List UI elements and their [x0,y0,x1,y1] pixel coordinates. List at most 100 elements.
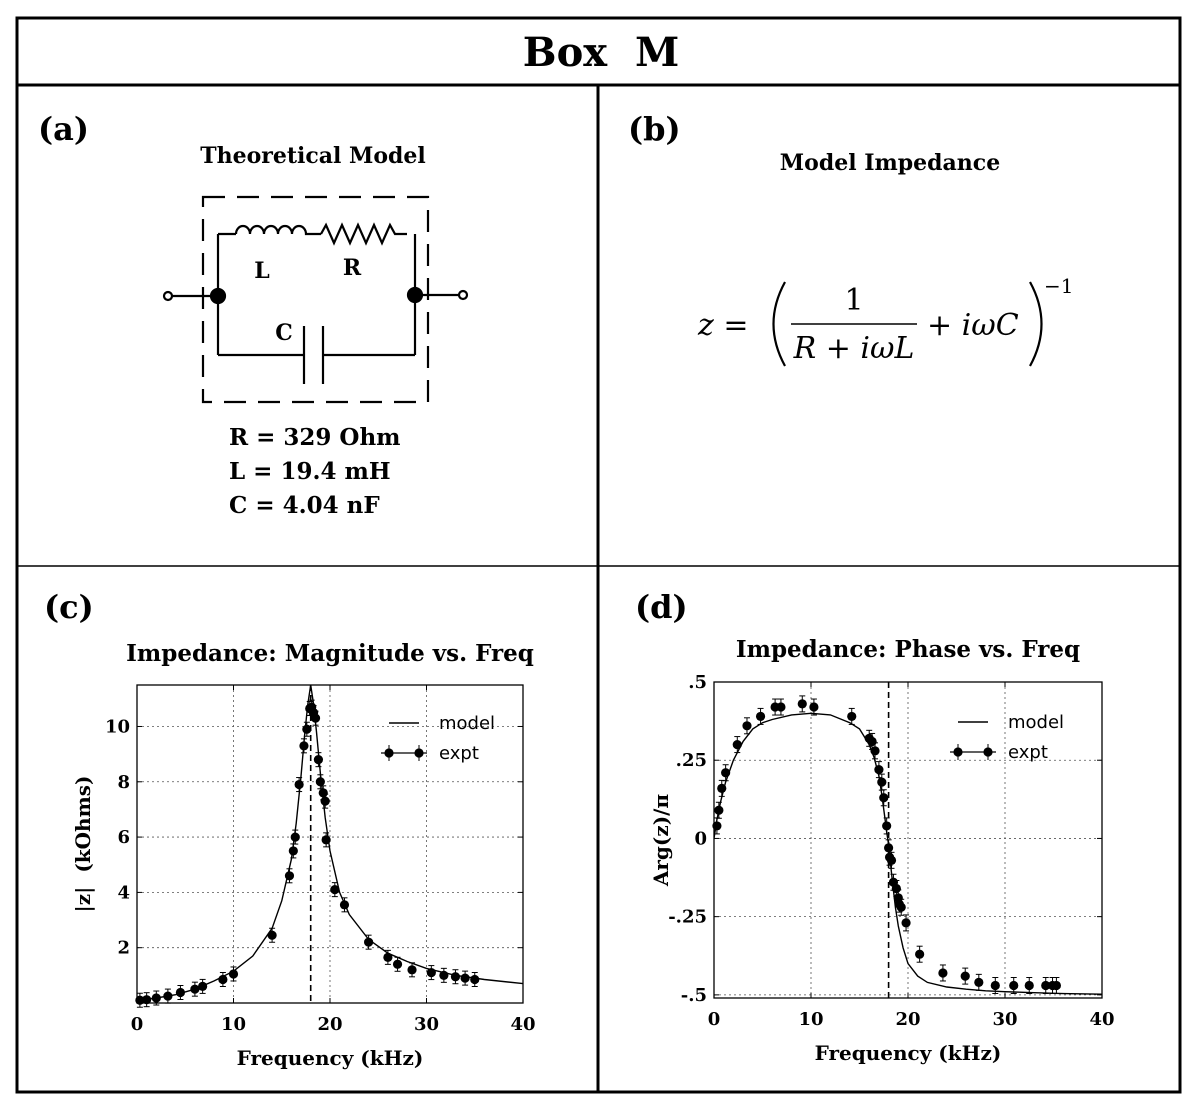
expt-data-point [974,973,984,991]
expt-marker [797,699,807,709]
x-axis-label: Frequency (kHz) [815,1041,1002,1065]
inductor-symbol [234,224,321,236]
resistor-symbol [320,222,407,246]
component-value-r: R = 329 Ohm [229,424,401,451]
expt-marker [288,846,298,856]
expt-marker [284,871,295,881]
expt-data-point [383,949,393,965]
expt-marker [175,987,186,998]
expt-marker [313,755,324,765]
expt-marker [310,713,321,723]
y-tick-label: .25 [676,750,707,771]
x-tick-label: 40 [510,1014,535,1035]
expt-data-point [310,710,321,726]
expt-data-point [938,964,948,982]
y-tick-label: -.5 [681,985,707,1006]
magnitude-chart: Impedance: Magnitude vs. Freq 0 10 20 30 40 2 4… [71,640,536,1070]
inductor-label: L [254,258,269,284]
right-paren [1029,281,1043,367]
expt-marker [717,783,727,793]
x-tick-label: 10 [221,1014,246,1035]
y-axis-label: Arg(z)/π [649,794,673,887]
expt-marker [891,883,901,894]
y-tick-label: 2 [117,938,130,959]
expt-marker [714,805,724,815]
chart-title: Impedance: Magnitude vs. Freq [126,640,534,667]
expt-marker [742,721,752,731]
expt-marker [299,741,309,751]
expt-data-point [302,721,312,737]
panel-a-label: (a) [38,110,89,148]
expt-marker [151,993,161,1003]
expt-marker [190,984,200,994]
expt-data-point [797,695,807,713]
expt-marker [1041,980,1051,991]
expt-data-point [450,969,461,985]
expt-marker [882,821,892,831]
y-tick-label: -.25 [668,907,707,928]
legend-expt-label: expt [1008,742,1048,763]
legend-model-label: model [1008,712,1064,733]
x-tick-label: 30 [992,1009,1017,1030]
expt-marker [392,959,403,969]
formula-numerator: 1 [844,283,863,318]
expt-data-point [721,764,731,782]
left-paren [772,281,786,367]
y-tick-label: 8 [117,772,130,793]
expt-marker [228,969,239,979]
y-tick-label: 6 [117,827,130,848]
expt-marker [339,900,350,910]
expt-marker [460,973,470,983]
expt-data-point [1024,976,1034,994]
chart-title: Impedance: Phase vs. Freq [736,636,1080,663]
expt-marker [1024,980,1034,991]
expt-marker [870,746,880,756]
panel-b: (b) Model Impedance z = 1 R + iωL + iωC … [628,110,1073,367]
y-tick-label: 0 [694,828,707,849]
expt-data-point [915,945,925,963]
expt-marker [755,711,766,722]
expt-marker [407,965,417,975]
expt-marker [915,949,925,959]
expt-data-point [288,843,298,859]
x-tick-label: 0 [131,1014,144,1035]
legend-model-label: model [439,713,495,734]
expt-marker [1009,980,1019,991]
expt-marker [321,835,331,845]
expt-data-point [882,817,892,835]
expt-data-point [320,793,330,809]
y-tick-label: 4 [117,882,130,903]
expt-marker [198,981,208,992]
expt-data-point [879,789,889,807]
panel-a: (a) Theoretical Model L R [38,110,469,519]
expt-data-point [1051,976,1062,994]
expt-data-point [732,736,742,754]
expt-marker [847,711,857,722]
expt-marker [879,793,889,803]
chart-legend: model expt [381,713,495,764]
x-tick-label: 30 [414,1014,439,1035]
legend-expt-marker [414,748,424,758]
x-tick-label: 0 [708,1009,721,1030]
component-value-l: L = 19.4 mH [229,458,391,485]
expt-data-point [175,984,186,1000]
expt-marker [302,724,312,734]
panel-d-label: (d) [635,588,688,626]
panel-b-label: (b) [628,110,681,148]
x-tick-label: 10 [798,1009,823,1030]
expt-data-point [313,752,324,768]
y-tick-label: 10 [105,716,130,737]
figure-title: Box M [523,29,679,76]
expt-marker [1051,980,1062,991]
left-terminal [162,290,174,302]
panel-d: (d) Impedance: Phase vs. Freq 0 10 20 30 40 .5… [635,588,1115,1065]
expt-marker [330,885,340,895]
expt-data-point [877,773,887,791]
expt-marker [290,832,300,842]
expt-data-point [407,962,417,978]
legend-expt-label: expt [439,743,479,764]
legend-expt-marker [983,747,993,757]
resistor-label: R [343,255,362,281]
expt-data-point [267,927,277,943]
